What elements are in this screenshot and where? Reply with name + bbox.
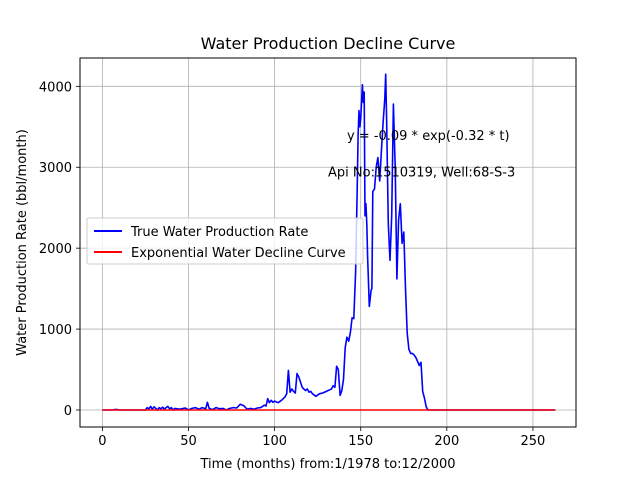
y-axis-label: Water Production Rate (bbl/month) — [15, 129, 30, 356]
x-tick-label: 250 — [521, 434, 546, 449]
x-tick-label: 200 — [434, 434, 459, 449]
series-line-true-rate — [102, 73, 556, 411]
plot-frame — [79, 57, 577, 428]
y-tick-label: 1000 — [39, 323, 72, 338]
y-tick-label: 4000 — [39, 80, 72, 95]
legend-label-exponential-curve: Exponential Water Decline Curve — [131, 246, 346, 261]
y-tick-label: 2000 — [39, 242, 72, 257]
x-tick-label: 50 — [180, 434, 197, 449]
legend-label-true-rate: True Water Production Rate — [130, 225, 308, 240]
x-tick-label: 150 — [348, 434, 373, 449]
x-tick-label: 0 — [98, 434, 106, 449]
y-tick-label: 0 — [64, 404, 72, 419]
axis-ticks: 0 50 100 150 200 250 0 1000 2000 3000 4000 — [39, 80, 545, 449]
equation-annotation: y = -0.09 * exp(-0.32 * t) — [347, 129, 510, 144]
legend-box — [86, 217, 364, 265]
chart-title: Water Production Decline Curve — [201, 34, 456, 53]
y-tick-label: 3000 — [39, 161, 72, 176]
plot-series — [102, 73, 556, 411]
well-annotation: Api No:1510319, Well:68-S-3 — [328, 165, 515, 180]
x-tick-label: 100 — [262, 434, 287, 449]
x-axis-label: Time (months) from:1/1978 to:12/2000 — [199, 457, 455, 472]
legend: True Water Production Rate Exponential W… — [86, 217, 364, 265]
